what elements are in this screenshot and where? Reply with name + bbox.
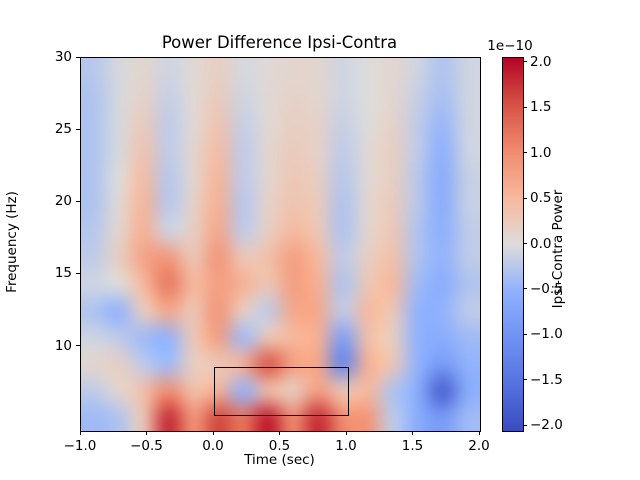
x-tick-mark — [79, 431, 81, 435]
colorbar-tick-label: 1.5 — [530, 99, 552, 116]
y-tick-label: 30 — [54, 49, 72, 65]
x-tick-label: −0.5 — [130, 438, 163, 454]
y-tick-mark — [76, 128, 80, 130]
colorbar-tick-label: 0.0 — [530, 235, 552, 252]
x-axis-label: Time (sec) — [244, 452, 315, 468]
colorbar-tick-mark — [523, 197, 527, 199]
y-axis-label-text: Frequency (Hz) — [4, 191, 20, 293]
colorbar-tick-label: −1.5 — [530, 371, 563, 388]
colorbar-tick-label: 2.0 — [530, 53, 552, 70]
x-tick-label: 0.0 — [202, 438, 224, 454]
y-tick-label: 15 — [54, 265, 72, 282]
colorbar-tick-label: −2.0 — [530, 417, 563, 434]
y-tick-label: 20 — [54, 193, 72, 210]
colorbar — [502, 57, 524, 432]
y-tick-mark — [76, 345, 80, 347]
x-tick-label: 1.0 — [335, 438, 357, 454]
colorbar-offset-text: 1e−10 — [487, 38, 533, 54]
x-tick-mark — [146, 431, 147, 435]
colorbar-tick-label: 0.5 — [530, 190, 552, 206]
colorbar-tick-label: −1.0 — [530, 326, 563, 343]
x-tick-label: −1.0 — [63, 438, 97, 454]
chart-title: Power Difference Ipsi-Contra — [161, 33, 398, 52]
x-tick-mark — [478, 431, 480, 435]
x-tick-label: 0.5 — [268, 438, 291, 454]
colorbar-tick-label: 1.0 — [530, 144, 552, 161]
colorbar-tick-mark — [523, 106, 527, 108]
colorbar-tick-mark — [523, 333, 527, 335]
colorbar-tick-mark — [523, 152, 527, 154]
colorbar-tick-mark — [523, 61, 527, 63]
colorbar-tick-mark — [523, 243, 527, 244]
roi-rectangle — [214, 366, 349, 417]
colorbar-tick-mark — [523, 379, 527, 381]
y-tick-label: 10 — [54, 337, 72, 354]
y-tick-mark — [76, 56, 80, 58]
colorbar-label-text: Ipsi-Contra Power — [550, 189, 566, 309]
colorbar-tick-mark — [523, 424, 527, 426]
colorbar-tick-mark — [523, 288, 527, 290]
y-tick-mark — [76, 272, 80, 274]
x-tick-label: 2.0 — [468, 438, 490, 454]
plot-area — [80, 57, 481, 432]
colorbar-tick-label: −0.5 — [530, 280, 563, 297]
heatmap-canvas — [81, 58, 480, 431]
x-tick-mark — [212, 431, 214, 435]
x-tick-mark — [345, 431, 347, 435]
y-tick-mark — [76, 200, 80, 202]
y-tick-label: 25 — [54, 121, 72, 138]
x-tick-label: 1.5 — [401, 438, 424, 454]
x-tick-mark — [412, 431, 413, 435]
x-tick-mark — [279, 431, 280, 435]
